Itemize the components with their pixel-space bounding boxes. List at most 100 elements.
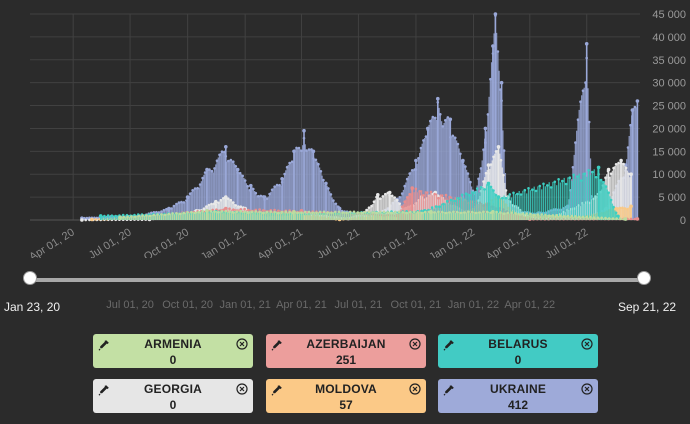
legend-card-armenia[interactable]: ARMENIA 0 <box>93 334 253 368</box>
data-point <box>418 190 422 193</box>
data-point <box>300 211 303 214</box>
eyedropper-icon[interactable] <box>443 338 455 351</box>
data-point <box>470 210 474 214</box>
slider-end-handle[interactable] <box>637 271 651 285</box>
data-point <box>420 209 423 213</box>
data-point <box>463 211 467 214</box>
data-point <box>508 193 512 196</box>
chart-grid <box>30 13 640 221</box>
y-tick-label: 40 000 <box>652 32 686 44</box>
data-point <box>461 158 465 163</box>
data-point <box>337 210 341 214</box>
data-point <box>228 207 231 210</box>
data-point <box>433 192 437 196</box>
data-point <box>448 117 453 122</box>
legend-card-azerbaijan[interactable]: AZERBAIJAN 251 <box>266 334 426 368</box>
data-point <box>299 209 304 213</box>
data-point <box>495 210 498 214</box>
data-point <box>629 172 633 176</box>
range-tick-label: Apr 01, 21 <box>276 299 327 311</box>
eyedropper-icon[interactable] <box>443 383 455 396</box>
data-point <box>442 202 445 206</box>
close-icon[interactable] <box>409 337 421 350</box>
data-point <box>178 212 182 216</box>
data-point <box>440 210 444 214</box>
eyedropper-icon[interactable] <box>98 338 110 351</box>
data-point <box>224 145 228 149</box>
data-point <box>246 185 249 188</box>
range-tick-label: Jan 01, 22 <box>448 299 499 311</box>
close-icon[interactable] <box>409 382 421 395</box>
data-point <box>90 217 94 222</box>
data-point <box>218 153 221 157</box>
data-point <box>277 211 280 215</box>
slider-track[interactable] <box>30 278 644 282</box>
legend-card-value: 0 <box>169 398 177 412</box>
data-point <box>504 189 508 192</box>
data-point <box>486 163 491 167</box>
data-point <box>232 211 235 214</box>
data-point <box>489 185 493 189</box>
data-point <box>334 202 338 206</box>
data-point <box>262 211 265 215</box>
close-icon[interactable] <box>581 382 593 395</box>
slider-start-handle[interactable] <box>23 271 37 285</box>
data-point <box>627 172 630 176</box>
data-point <box>604 216 607 220</box>
data-point <box>606 167 611 172</box>
data-point <box>633 217 637 221</box>
legend-card-georgia[interactable]: GEORGIA 0 <box>93 379 253 413</box>
data-point <box>542 182 545 186</box>
data-point <box>434 205 438 208</box>
x-tick-label: Oct 01, 21 <box>370 226 419 258</box>
data-point <box>587 120 591 124</box>
close-icon[interactable] <box>581 337 593 350</box>
data-point <box>531 188 534 191</box>
data-point <box>213 210 216 213</box>
x-tick-label: Jul 01, 20 <box>87 226 134 258</box>
data-point <box>303 210 307 214</box>
close-icon[interactable] <box>236 382 248 395</box>
data-point <box>247 208 250 212</box>
data-point <box>570 214 573 218</box>
legend-card-value: 412 <box>507 398 529 412</box>
data-point <box>596 216 600 220</box>
date-range-slider[interactable] <box>23 271 651 286</box>
data-point <box>619 158 623 163</box>
data-point <box>152 213 156 217</box>
data-point <box>210 202 213 206</box>
legend-card-name: AZERBAIJAN <box>306 337 386 351</box>
data-point <box>382 210 386 214</box>
data-point <box>167 206 171 211</box>
data-point <box>235 167 240 172</box>
data-point <box>121 213 125 217</box>
legend-card-belarus[interactable]: BELARUS 0 <box>438 334 598 368</box>
eyedropper-icon[interactable] <box>98 383 110 396</box>
data-point <box>517 213 521 216</box>
data-point <box>210 169 214 173</box>
data-point <box>585 215 588 219</box>
eyedropper-icon[interactable] <box>271 383 283 396</box>
data-point <box>352 210 356 214</box>
data-point <box>472 191 475 194</box>
data-point <box>445 199 449 203</box>
data-point <box>623 217 628 221</box>
legend-card-value: 0 <box>514 353 522 367</box>
data-point <box>280 177 284 181</box>
data-point <box>265 210 269 214</box>
data-point <box>551 214 555 217</box>
data-point <box>482 210 485 214</box>
data-point <box>444 193 448 197</box>
data-point <box>521 212 525 216</box>
close-icon[interactable] <box>236 337 248 350</box>
data-point <box>297 146 301 150</box>
y-axis: 0 5 000 10 000 15 000 20 000 25 000 30 000 35 0… <box>652 9 686 227</box>
legend-card-moldova[interactable]: MOLDOVA 57 <box>266 379 426 413</box>
legend-card-ukraine[interactable]: UKRAINE 412 <box>438 379 598 413</box>
data-point <box>499 80 504 85</box>
data-point <box>379 210 382 214</box>
data-point <box>449 198 453 202</box>
data-point <box>193 211 197 215</box>
eyedropper-icon[interactable] <box>271 338 283 351</box>
data-point <box>412 210 416 214</box>
